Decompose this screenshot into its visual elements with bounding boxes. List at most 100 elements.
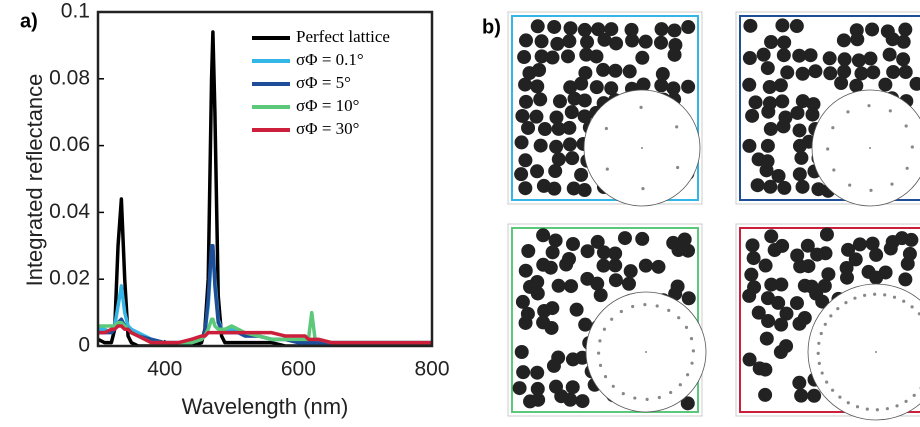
particle [545,301,559,315]
diffraction-spot [825,380,828,383]
diffraction-spot [817,342,820,345]
diffraction-spot [605,127,608,130]
particle [869,271,883,285]
particle [863,52,877,66]
particle [546,245,560,259]
diffraction-spot [656,304,659,307]
y-tick-label: 0.04 [49,200,90,223]
particle [790,19,804,33]
y-axis-title: Integrated reflectance [22,74,47,287]
particle [840,271,854,285]
particle [808,64,822,78]
particle [792,317,806,331]
particle [743,51,757,65]
diffraction-spot [675,125,678,128]
diffraction-spot [846,110,849,113]
particle [580,35,594,49]
diffraction-spot [817,352,820,355]
particle [681,80,695,94]
particle [553,94,567,108]
particle [521,121,535,135]
particle [760,332,774,346]
particle [518,153,532,167]
particle [546,51,560,65]
particle [538,122,552,136]
particle [515,345,529,359]
particle [776,119,790,133]
diffraction-spot [606,168,609,171]
diffraction-spot [866,408,869,411]
particle [668,48,682,62]
y-tick-label: 0.08 [49,66,90,89]
particle [623,64,637,78]
particle [536,228,550,242]
particle [837,33,851,47]
diffraction-spot [890,183,893,186]
particle [896,52,910,66]
particle [530,164,544,178]
panel-label: a) [20,10,38,32]
y-tick-label: 0.02 [49,267,90,290]
diffraction-spot [831,126,834,129]
particle [574,168,588,182]
diffraction-spot [597,352,600,355]
particle [758,388,772,402]
diffraction-spot [622,392,625,395]
particle [804,48,818,62]
particle [897,35,911,49]
particle [818,246,832,260]
particle [519,316,533,330]
particle [529,110,543,124]
diffraction-spot [867,104,870,107]
particle [777,35,791,49]
diffraction-spot [904,400,907,403]
diffraction-spot [677,316,680,319]
particle [534,139,548,153]
particle [547,359,561,373]
particle [535,34,549,48]
diffraction-spot [603,328,606,331]
diffraction-spot [641,187,644,190]
diffraction-spot [829,314,832,317]
particle [548,164,562,178]
particle [618,231,632,245]
diffraction-spot [906,167,909,170]
diffraction-spot [669,391,672,394]
particle [576,394,590,408]
particle [793,123,807,137]
particle [763,180,777,194]
particle [519,33,533,47]
particle [777,48,791,62]
particle [563,137,577,151]
diffraction-spot [883,293,886,296]
diffraction-spot [873,293,876,296]
particle [622,277,636,291]
particle [805,108,819,122]
particle [681,20,695,34]
panel-b [508,12,920,420]
line [98,326,432,343]
y-tick-label: 0 [78,334,90,357]
legend-label: σΦ = 5° [296,73,351,92]
diffraction-spot [856,405,859,408]
diffraction-spot [905,124,908,127]
particle [898,23,912,37]
particle [761,105,775,119]
particle [898,272,912,286]
particle [761,139,775,153]
particle [559,258,573,272]
particle [609,273,623,287]
particle [654,78,668,92]
diffraction-spot [853,297,856,300]
diffraction-spot [610,318,613,321]
diffraction-spot [692,349,695,352]
particle [513,381,527,395]
line [98,32,432,346]
particle [651,260,665,274]
diffraction-spot [832,168,835,171]
diffraction-spot [633,396,636,399]
particle [531,19,545,33]
particle [901,257,915,271]
particle [865,22,879,36]
particle [596,63,610,77]
